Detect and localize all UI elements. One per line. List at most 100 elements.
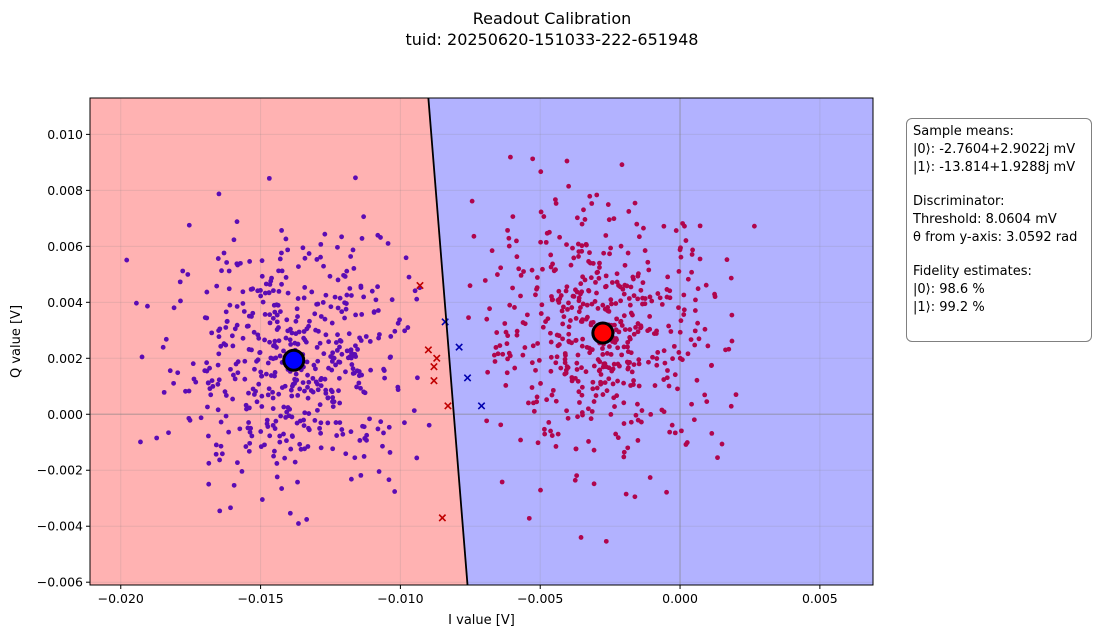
data-point (235, 460, 240, 466)
data-point (692, 308, 698, 313)
data-point (621, 313, 627, 319)
data-point (230, 396, 236, 402)
data-point (497, 343, 503, 349)
data-point (692, 342, 698, 348)
data-point (359, 372, 365, 378)
data-point (548, 264, 554, 270)
data-point (635, 321, 641, 326)
data-point (348, 476, 354, 482)
data-point (556, 288, 562, 294)
data-point (292, 459, 298, 465)
data-point (244, 323, 250, 329)
data-point (548, 368, 554, 374)
data-point (274, 302, 280, 308)
data-point (666, 383, 672, 389)
info-mean-state0: |0⟩: -2.7604+2.9022j mV (913, 142, 1076, 157)
data-point (205, 404, 210, 410)
data-point (621, 421, 627, 426)
data-point (267, 339, 272, 345)
data-point (516, 266, 522, 272)
data-point (228, 366, 233, 372)
data-point (223, 325, 229, 330)
data-point (691, 417, 697, 423)
data-point (562, 356, 568, 362)
data-point (565, 306, 570, 312)
data-point (274, 461, 280, 466)
data-point (231, 482, 237, 488)
region-state1 (428, 98, 873, 585)
data-point (505, 356, 510, 362)
data-point (533, 292, 538, 298)
data-point (367, 416, 372, 422)
data-point (357, 438, 363, 443)
data-point (385, 241, 391, 246)
data-point (263, 281, 269, 287)
data-point (564, 408, 569, 414)
data-point (558, 365, 564, 371)
data-point (489, 248, 495, 254)
data-point (215, 362, 221, 368)
data-point (627, 327, 633, 332)
data-point (335, 277, 341, 283)
data-point (288, 342, 294, 347)
data-point (270, 395, 276, 401)
data-point (544, 397, 550, 403)
data-point (549, 433, 555, 438)
data-point (243, 444, 249, 449)
data-point (574, 367, 580, 372)
data-point (629, 369, 635, 375)
data-point (260, 299, 266, 305)
data-point (186, 388, 192, 394)
data-point (216, 351, 222, 357)
data-point (264, 421, 270, 427)
data-point (389, 297, 395, 303)
data-point (328, 387, 334, 393)
data-point (270, 422, 276, 428)
data-point (603, 273, 609, 279)
data-point (576, 254, 581, 259)
data-point (348, 254, 354, 259)
data-point (269, 275, 274, 281)
data-point (597, 265, 602, 270)
data-point (548, 330, 553, 336)
data-point (302, 410, 308, 416)
data-point (692, 328, 698, 334)
data-point (697, 256, 703, 262)
misclassified-marker-state1 (455, 343, 463, 351)
data-point (325, 395, 331, 401)
data-point (239, 469, 245, 474)
data-point (579, 365, 584, 371)
data-point (265, 360, 271, 366)
data-point (267, 433, 273, 439)
data-point (287, 337, 293, 343)
data-point (325, 420, 331, 426)
data-point (230, 372, 236, 378)
data-point (289, 330, 295, 336)
data-point (305, 444, 311, 449)
data-point (512, 365, 518, 371)
data-point (342, 300, 348, 306)
data-point (359, 236, 365, 241)
chart-subtitle: tuid: 20250620-151033-222-651948 (406, 30, 699, 49)
data-point (612, 404, 617, 409)
data-point (292, 376, 298, 382)
data-point (337, 420, 343, 426)
data-point (552, 197, 558, 202)
data-point (576, 295, 582, 301)
data-point (715, 455, 720, 461)
data-point (216, 334, 222, 340)
data-point (204, 360, 210, 366)
data-point (218, 443, 224, 449)
data-point (507, 353, 513, 359)
data-point (386, 477, 392, 483)
data-point (337, 295, 343, 301)
data-point (352, 455, 358, 461)
data-point (333, 362, 338, 368)
data-point (529, 360, 535, 366)
data-point (695, 320, 701, 326)
data-point (613, 301, 619, 306)
data-point (514, 332, 520, 338)
data-point (579, 343, 585, 349)
data-point (134, 300, 139, 306)
data-point (215, 407, 221, 413)
